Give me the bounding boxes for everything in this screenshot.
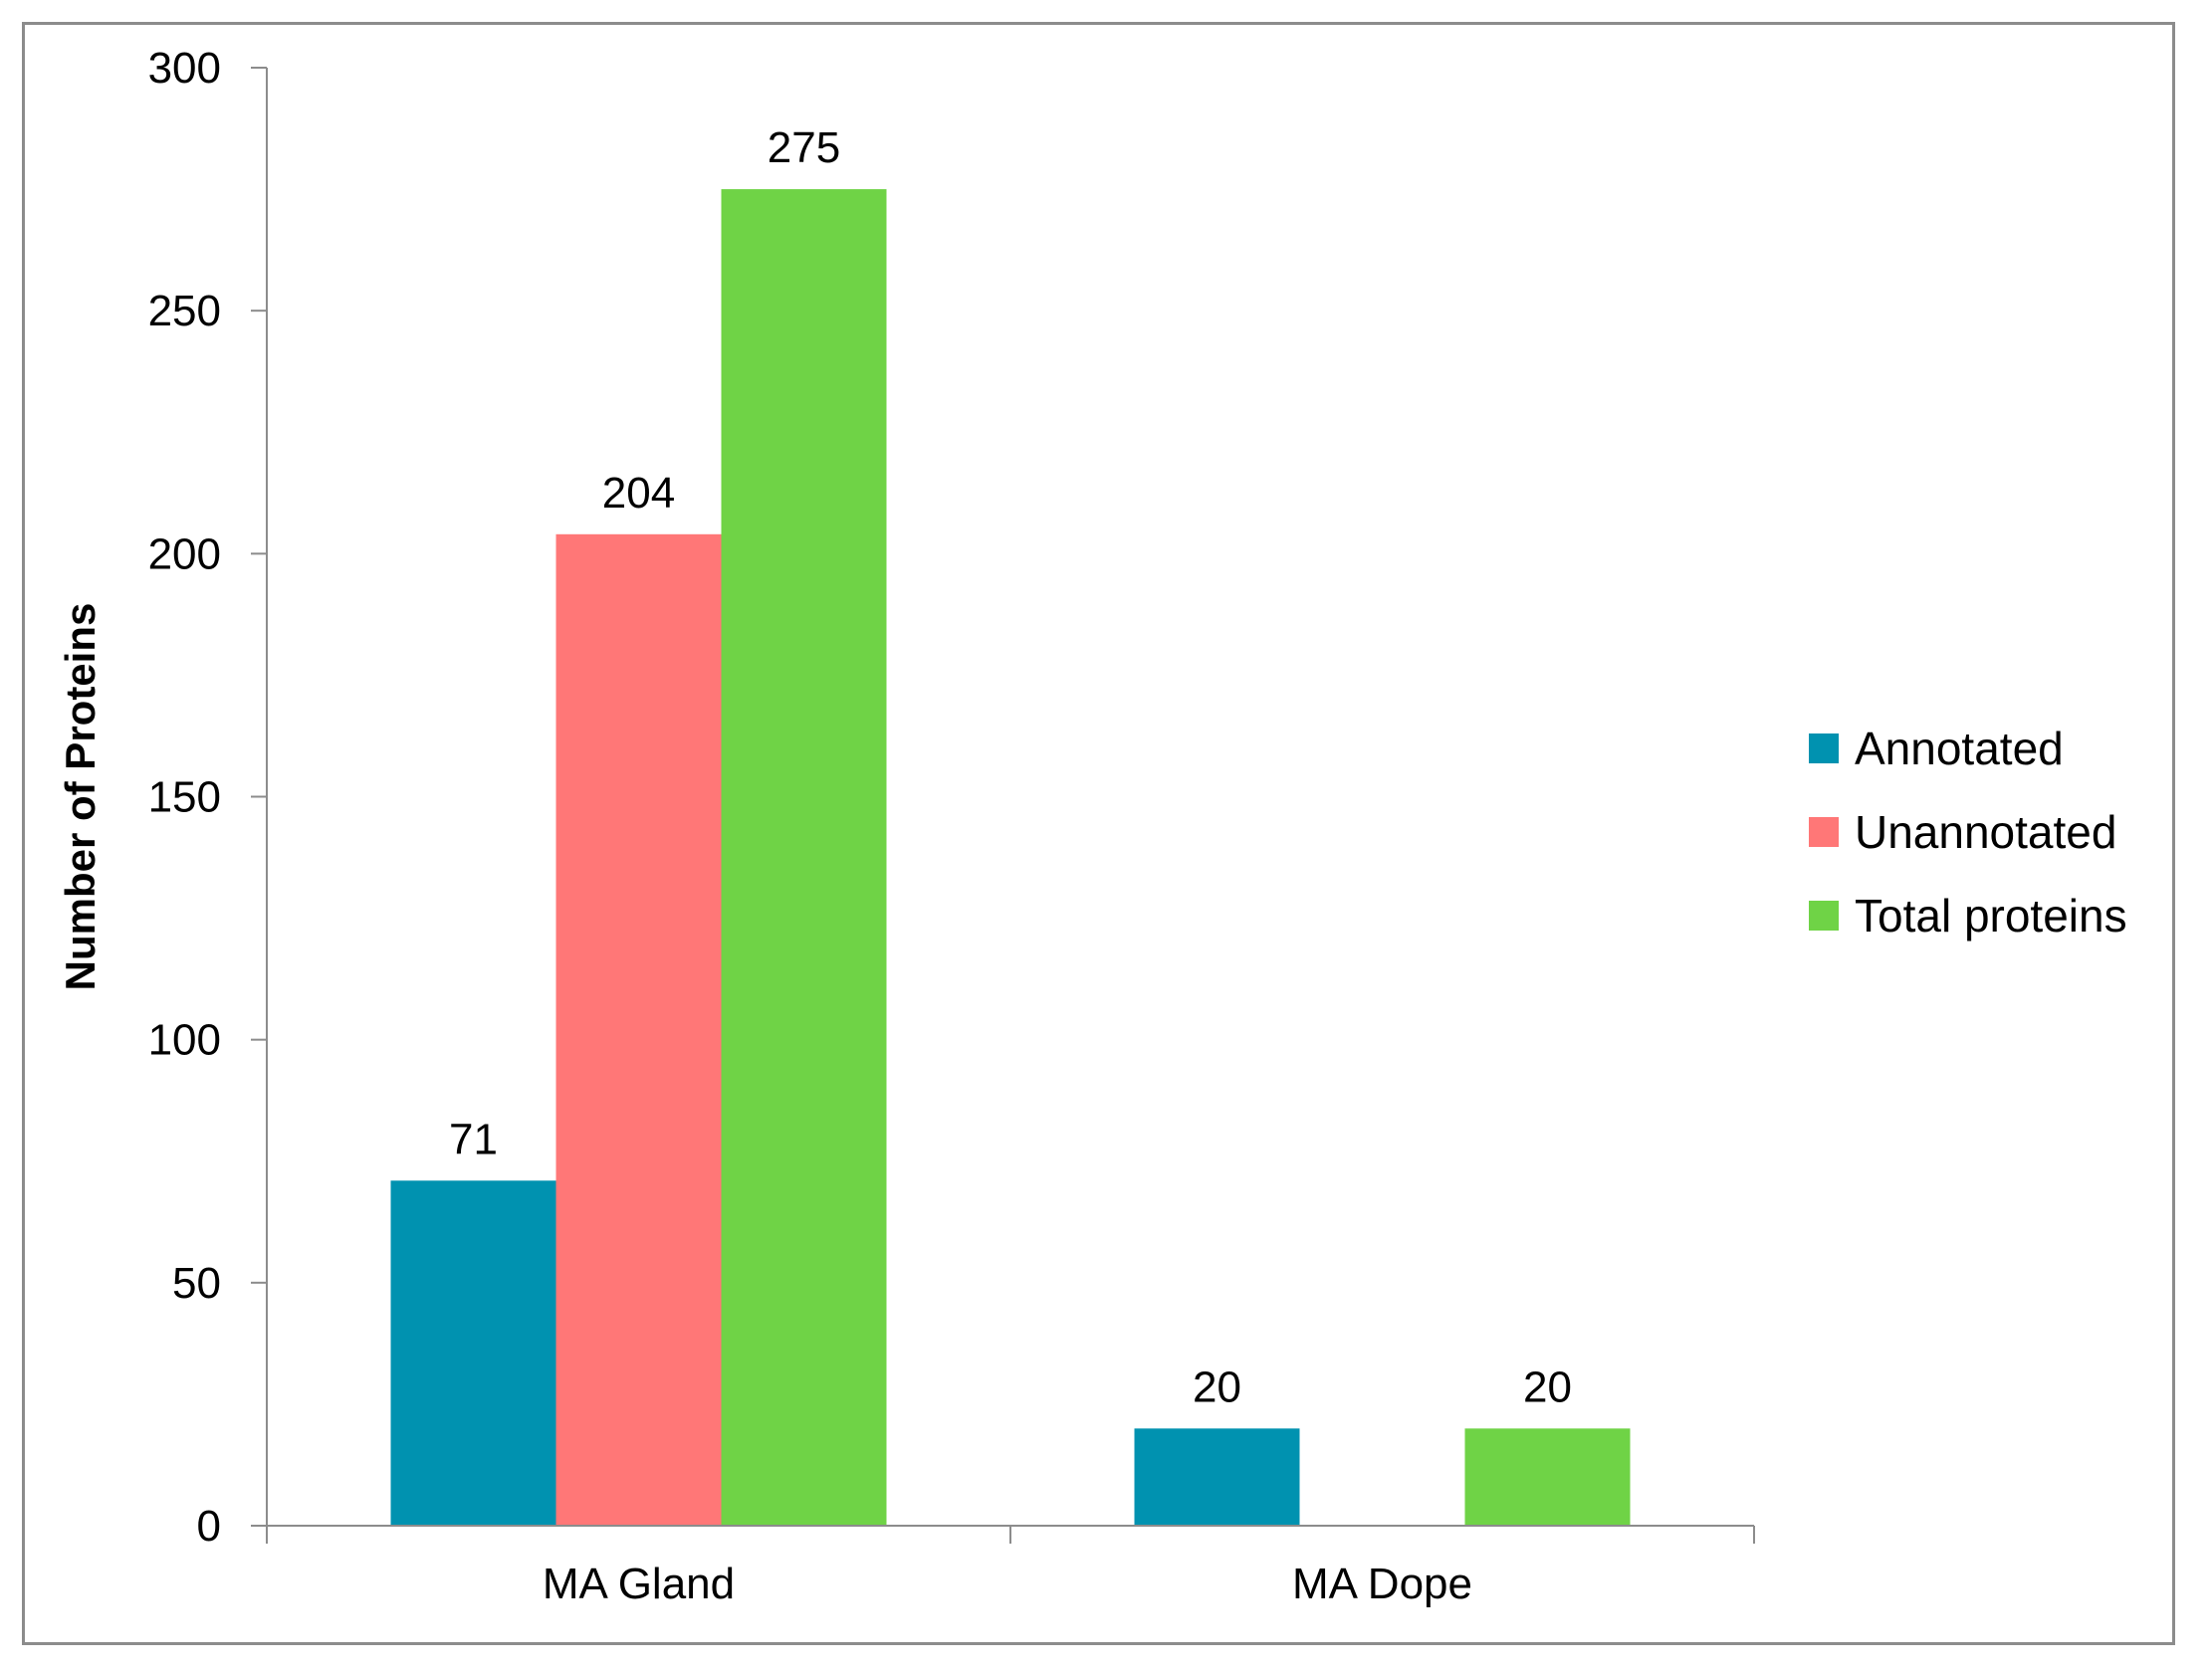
bar [721, 189, 887, 1526]
legend-swatch [1809, 817, 1839, 847]
legend-item: Annotated [1809, 723, 2064, 774]
legend-label: Total proteins [1855, 890, 2127, 941]
y-tick-label: 250 [148, 287, 221, 335]
data-label: 275 [768, 123, 840, 172]
x-tick-label: MA Dope [1292, 1560, 1472, 1608]
y-tick-label: 200 [148, 529, 221, 578]
axes: 0 50 100 150 200 250 300 MA Gland MA Dope [148, 44, 1755, 1608]
x-tick-label: MA Gland [543, 1560, 735, 1608]
data-label: 71 [449, 1115, 498, 1163]
legend-swatch [1809, 733, 1839, 763]
y-tick-label: 0 [197, 1502, 221, 1551]
legend-label: Annotated [1855, 723, 2064, 774]
y-axis-title: Number of Proteins [57, 603, 104, 991]
legend-item: Unannotated [1809, 806, 2116, 858]
legend-label: Unannotated [1855, 806, 2116, 858]
bar [1464, 1428, 1631, 1526]
bar [390, 1180, 556, 1526]
bar [1134, 1428, 1300, 1526]
data-label: 20 [1523, 1362, 1572, 1411]
legend-item: Total proteins [1809, 890, 2127, 941]
y-tick-label: 50 [172, 1259, 221, 1308]
y-tick-label: 150 [148, 773, 221, 822]
data-labels: 71 204 275 20 20 [449, 123, 1572, 1411]
data-label: 20 [1193, 1362, 1241, 1411]
y-tick-label: 100 [148, 1016, 221, 1065]
bar [555, 533, 722, 1526]
data-label: 204 [602, 469, 675, 518]
y-tick-label: 300 [148, 44, 221, 93]
bars [267, 189, 1754, 1527]
legend-swatch [1809, 901, 1839, 931]
legend: Annotated Unannotated Total proteins [1809, 723, 2127, 941]
